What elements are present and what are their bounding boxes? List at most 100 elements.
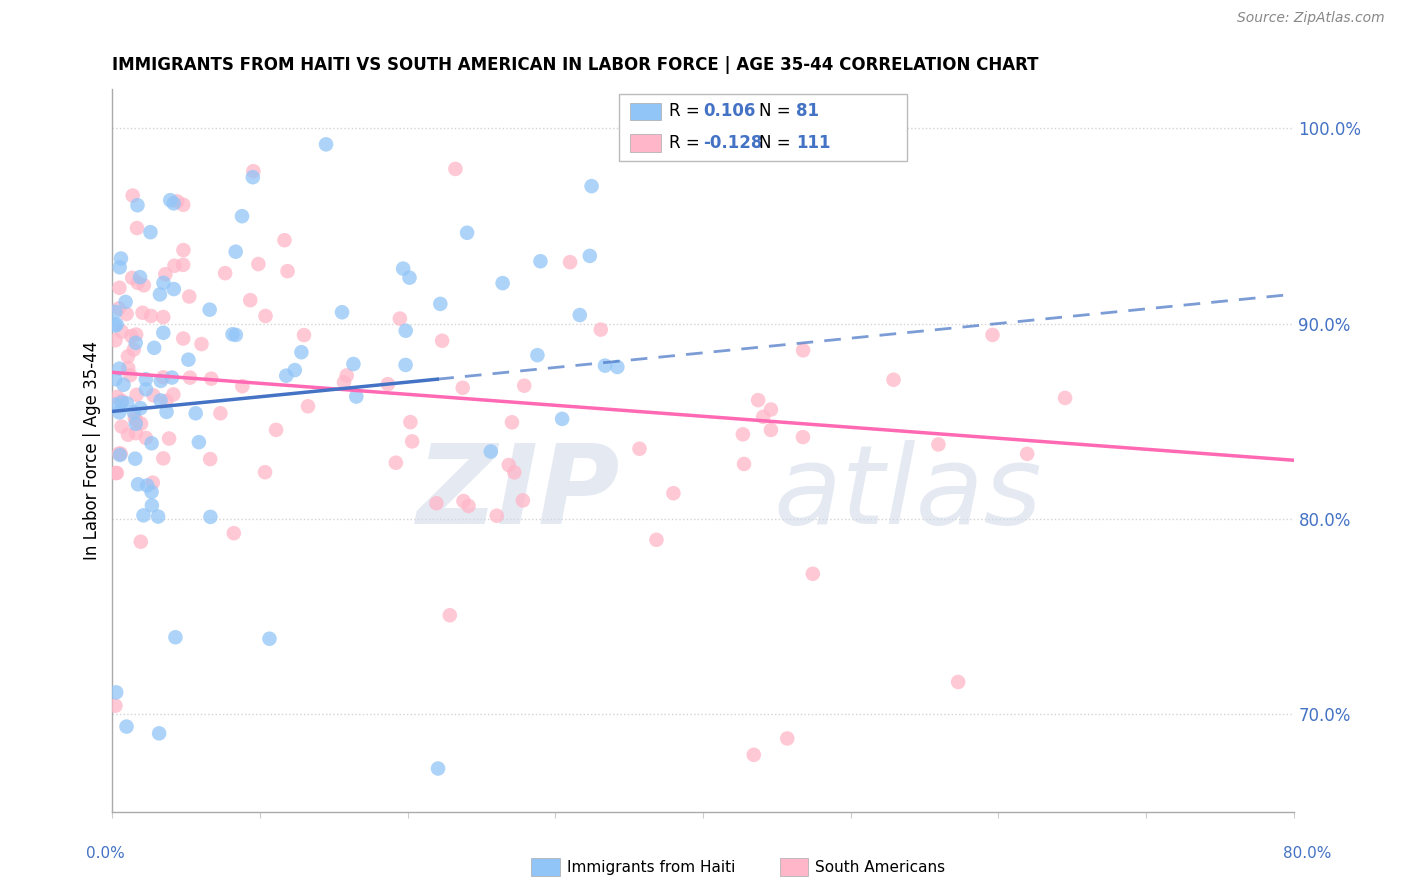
Point xyxy=(444,161,467,176)
Point xyxy=(149,374,172,388)
Point xyxy=(239,293,262,308)
Text: ZIP: ZIP xyxy=(416,441,620,548)
Point xyxy=(108,448,131,462)
Point xyxy=(104,698,127,713)
Point xyxy=(451,381,474,395)
Point xyxy=(127,276,149,290)
Point xyxy=(503,466,526,480)
Text: -0.128: -0.128 xyxy=(703,134,762,152)
Point xyxy=(231,209,253,223)
Point xyxy=(581,179,603,194)
Point xyxy=(315,137,337,152)
Point xyxy=(259,632,281,646)
Point xyxy=(276,368,298,383)
Point xyxy=(187,435,209,450)
Point xyxy=(108,446,131,460)
Point xyxy=(662,486,685,500)
Point xyxy=(146,509,169,524)
Point xyxy=(163,196,186,211)
Point xyxy=(152,451,174,466)
Point xyxy=(115,396,138,410)
Point xyxy=(105,685,128,699)
Point xyxy=(457,499,479,513)
Point xyxy=(105,466,128,480)
Point xyxy=(284,363,307,377)
Text: 111: 111 xyxy=(796,134,831,152)
Point xyxy=(105,390,128,404)
Point xyxy=(121,188,143,202)
Point xyxy=(501,415,523,429)
Point xyxy=(125,417,148,431)
Point xyxy=(152,276,174,290)
Point xyxy=(172,331,194,345)
Point xyxy=(198,302,221,317)
Point xyxy=(645,533,668,547)
Point xyxy=(129,417,152,431)
Point xyxy=(247,257,270,271)
Point xyxy=(105,318,128,332)
Point xyxy=(125,413,148,427)
Point xyxy=(121,271,143,285)
Point xyxy=(330,305,353,319)
Point xyxy=(792,430,814,444)
Point xyxy=(166,194,188,209)
Point xyxy=(427,762,450,776)
Point xyxy=(129,270,152,285)
Point xyxy=(254,465,277,479)
Point xyxy=(277,264,299,278)
Text: N =: N = xyxy=(759,134,796,152)
Point xyxy=(529,254,551,268)
Point xyxy=(526,348,548,362)
Point xyxy=(209,406,232,420)
Point xyxy=(115,720,138,734)
Point xyxy=(142,388,165,402)
Text: N =: N = xyxy=(759,103,796,120)
Point xyxy=(225,327,247,342)
Point xyxy=(117,361,139,376)
Text: South Americans: South Americans xyxy=(815,860,946,874)
Point xyxy=(385,456,408,470)
Point xyxy=(157,432,180,446)
Point xyxy=(124,451,146,466)
Point xyxy=(129,534,152,549)
Point xyxy=(141,484,163,499)
Point xyxy=(163,259,186,273)
Point xyxy=(342,357,364,371)
Text: atlas: atlas xyxy=(773,441,1042,548)
Point xyxy=(731,427,754,442)
Point xyxy=(946,675,969,690)
Point xyxy=(108,405,131,419)
Point xyxy=(125,426,148,441)
Point xyxy=(513,378,536,392)
Point xyxy=(104,398,127,412)
Point xyxy=(141,436,163,450)
Point xyxy=(222,526,245,541)
Point xyxy=(155,393,177,408)
Point xyxy=(200,372,222,386)
Point xyxy=(578,249,600,263)
Point xyxy=(336,368,359,383)
Point xyxy=(135,372,157,386)
Point xyxy=(179,370,201,384)
Point xyxy=(344,390,367,404)
Point xyxy=(399,415,422,429)
Point xyxy=(981,327,1004,342)
Point xyxy=(747,393,769,408)
Text: IMMIGRANTS FROM HAITI VS SOUTH AMERICAN IN LABOR FORCE | AGE 35-44 CORRELATION C: IMMIGRANTS FROM HAITI VS SOUTH AMERICAN … xyxy=(112,56,1039,74)
Point xyxy=(221,327,243,342)
Point xyxy=(290,345,312,359)
Point xyxy=(401,434,423,449)
Point xyxy=(163,282,186,296)
Point xyxy=(593,359,616,373)
Text: 0.106: 0.106 xyxy=(703,103,755,120)
Point xyxy=(111,325,134,339)
Point xyxy=(111,419,134,434)
Point xyxy=(792,343,814,358)
Point xyxy=(104,333,127,347)
Point xyxy=(606,359,628,374)
Point xyxy=(479,444,502,458)
Point xyxy=(149,393,172,408)
Text: Source: ZipAtlas.com: Source: ZipAtlas.com xyxy=(1237,12,1385,25)
Point xyxy=(135,382,157,396)
Point xyxy=(152,370,174,384)
